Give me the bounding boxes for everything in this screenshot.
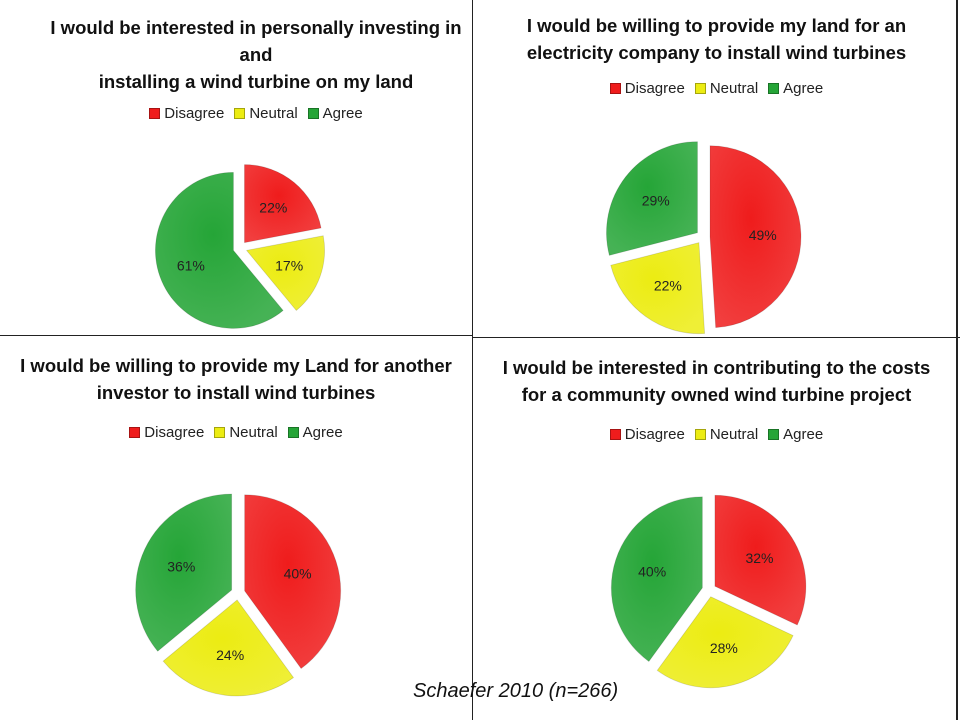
legend-item-neutral: Neutral	[214, 424, 278, 441]
pie-slice-disagree	[709, 145, 802, 329]
slice-label-agree: 61%	[177, 258, 205, 274]
legend-label: Agree	[302, 424, 343, 441]
legend-item-disagree: Disagree	[129, 424, 204, 441]
pie-slice-agree	[155, 171, 284, 329]
chart-legend: Disagree Neutral Agree	[40, 105, 472, 122]
slice-label-disagree: 22%	[259, 200, 287, 216]
legend-label: Neutral	[249, 105, 298, 122]
legend-label: Agree	[783, 80, 824, 97]
legend-swatch	[609, 83, 621, 94]
pie-slice-agree	[135, 493, 233, 652]
legend-label: Disagree	[624, 426, 685, 443]
pie-slice-neutral	[245, 235, 325, 312]
pie-chart: 40% 24% 36%	[135, 493, 342, 697]
legend-label: Agree	[322, 105, 363, 122]
legend-label: Neutral	[709, 80, 759, 97]
legend-label: Disagree	[144, 424, 205, 441]
chart-panel-another-investor: I would be willing to provide my Land fo…	[0, 338, 472, 720]
legend-label: Neutral	[709, 426, 759, 443]
legend-item-neutral: Neutral	[694, 426, 759, 443]
legend-label: Disagree	[164, 105, 225, 122]
legend-item-agree: Agree	[287, 424, 343, 441]
pie-slice-agree	[610, 496, 703, 663]
legend-swatch	[609, 429, 621, 440]
slice-label-disagree: 32%	[745, 550, 773, 566]
legend-swatch	[234, 108, 246, 119]
pie-slice-neutral	[656, 596, 794, 689]
legend-swatch	[307, 108, 319, 119]
legend-swatch	[129, 427, 141, 438]
pie-chart: 32% 28% 40%	[610, 494, 807, 689]
chart-panel-electricity-company: I would be willing to provide my land fo…	[472, 0, 960, 338]
chart-panel-personal-investment: I would be interested in personally inve…	[0, 0, 472, 336]
pie-chart: 22% 17% 61%	[155, 164, 325, 329]
chart-legend: Disagree Neutral Agree	[473, 426, 960, 443]
chart-title: I would be interested in contributing to…	[502, 357, 931, 405]
chart-title: I would be interested in personally inve…	[50, 17, 462, 92]
legend-swatch	[768, 83, 780, 94]
legend-swatch	[214, 427, 226, 438]
pie-slice-neutral	[162, 599, 295, 697]
slice-label-agree: 29%	[642, 192, 670, 208]
pie-slice-disagree	[714, 494, 807, 626]
legend-item-agree: Agree	[768, 426, 823, 443]
legend-item-disagree: Disagree	[149, 105, 224, 122]
slice-label-neutral: 28%	[710, 640, 738, 656]
legend-swatch	[694, 429, 706, 440]
legend-item-neutral: Neutral	[694, 80, 759, 97]
pie-slice-neutral	[610, 242, 706, 335]
chart-title: I would be willing to provide my Land fo…	[20, 355, 452, 403]
chart-title: I would be willing to provide my land fo…	[526, 15, 907, 63]
legend-item-agree: Agree	[768, 80, 823, 97]
slice-label-agree: 40%	[638, 564, 666, 580]
pie-slice-disagree	[244, 164, 322, 244]
slice-label-agree: 36%	[167, 558, 195, 574]
chart-legend: Disagree Neutral Agree	[0, 424, 472, 441]
chart-panel-community-project: I would be interested in contributing to…	[472, 338, 960, 720]
slice-label-neutral: 22%	[654, 277, 682, 293]
slice-label-disagree: 49%	[749, 227, 777, 243]
legend-label: Disagree	[624, 80, 685, 97]
legend-item-neutral: Neutral	[234, 105, 298, 122]
legend-swatch	[149, 108, 161, 119]
slice-label-neutral: 17%	[275, 258, 303, 274]
chart-legend: Disagree Neutral Agree	[473, 80, 960, 97]
legend-label: Agree	[783, 426, 824, 443]
source-caption: Schaefer 2010 (n=266)	[413, 680, 619, 702]
slice-label-disagree: 40%	[284, 566, 312, 582]
slice-label-neutral: 24%	[216, 647, 244, 663]
legend-swatch	[287, 427, 299, 438]
legend-swatch	[694, 83, 706, 94]
legend-label: Neutral	[229, 424, 278, 441]
legend-item-disagree: Disagree	[609, 80, 685, 97]
pie-chart: 49% 22% 29%	[606, 141, 802, 335]
legend-item-agree: Agree	[307, 105, 363, 122]
legend-item-disagree: Disagree	[609, 426, 685, 443]
pie-slice-agree	[606, 141, 698, 256]
right-border	[956, 0, 958, 720]
pie-slice-disagree	[244, 494, 342, 670]
legend-swatch	[768, 429, 780, 440]
